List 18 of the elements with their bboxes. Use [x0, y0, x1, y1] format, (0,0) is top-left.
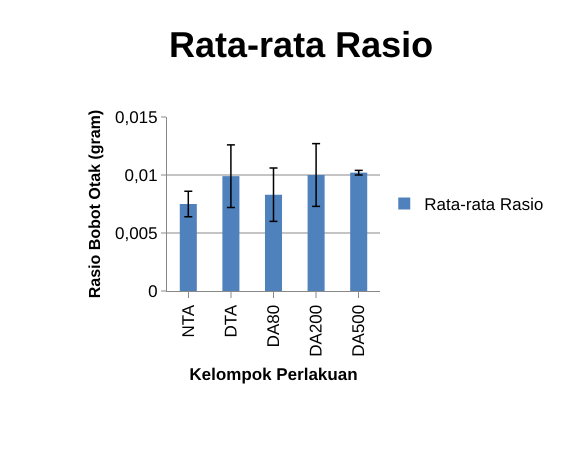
bar [350, 172, 368, 291]
y-tick-label: 0,015 [115, 108, 158, 127]
x-tick-label: DTA [221, 304, 240, 338]
bar [180, 204, 197, 291]
y-tick-label: 0 [148, 282, 158, 301]
bar [264, 194, 282, 291]
y-axis-title: Rasio Bobot Otak (gram) [86, 110, 104, 298]
x-tick-label: DA500 [349, 304, 368, 357]
bar [308, 175, 325, 291]
x-axis-title: Kelompok Perlakuan [189, 365, 358, 384]
x-tick-label: DA80 [264, 304, 284, 348]
y-tick-label: 0,005 [115, 224, 158, 243]
chart-title: Rata-rata Rasio [169, 24, 434, 65]
y-tick-label: 0,01 [124, 166, 158, 185]
x-tick-label: NTA [178, 304, 198, 338]
legend-label: Rata-rata Rasio [424, 195, 544, 214]
x-tick-label: DA200 [306, 304, 326, 357]
bar [222, 176, 240, 291]
